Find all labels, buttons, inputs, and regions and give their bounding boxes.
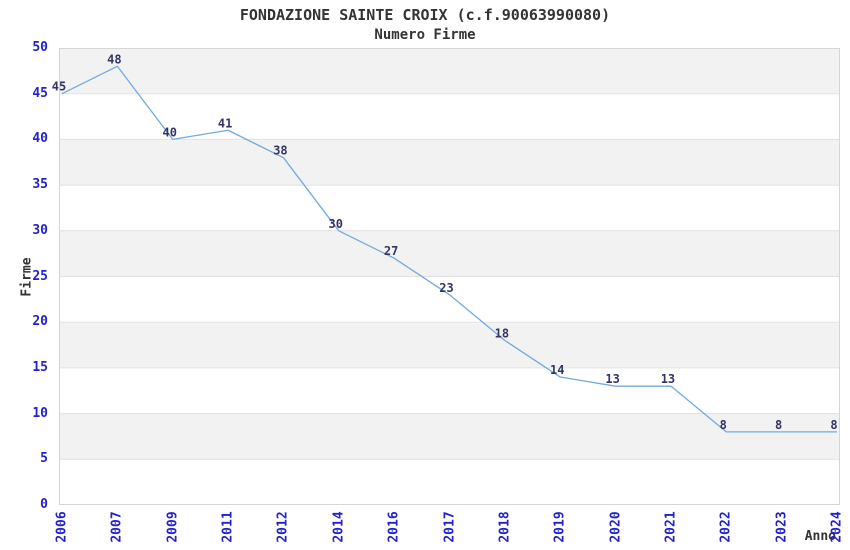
x-tick-label: 2009 (165, 511, 181, 543)
x-tick-label: 2017 (442, 511, 457, 543)
x-tick-label: 2020 (608, 511, 624, 543)
x-tick-label: 2016 (386, 511, 402, 543)
y-tick-label: 45 (32, 85, 48, 101)
plot-area: 45 48 40 41 38 30 27 23 18 14 13 13 8 8 8 (52, 48, 840, 505)
x-tick-label: 2024 (829, 511, 845, 543)
y-tick-label: 15 (32, 359, 48, 375)
data-point-label: 8 (720, 418, 727, 432)
data-point-label: 8 (830, 418, 837, 432)
data-point-label: 40 (162, 125, 176, 139)
data-point-label: 48 (107, 52, 121, 66)
data-point-label: 45 (52, 80, 66, 94)
plot-band (59, 322, 840, 368)
y-tick-label: 40 (32, 131, 48, 147)
data-point-label: 8 (775, 418, 782, 432)
x-tick-label: 2021 (663, 511, 679, 543)
data-point-label: 14 (550, 363, 564, 377)
x-axis-label: Anno (804, 529, 836, 544)
data-point-label: 38 (273, 144, 287, 158)
plot-border (59, 48, 840, 505)
y-tick-label: 20 (32, 314, 48, 330)
data-point-label: 30 (329, 217, 343, 231)
y-tick-label: 0 (40, 497, 48, 512)
data-point-label: 18 (495, 326, 509, 340)
y-tick-label: 5 (40, 451, 48, 467)
chart-title: FONDAZIONE SAINTE CROIX (c.f.90063990080… (239, 6, 611, 24)
y-tick-label: 10 (32, 405, 48, 421)
data-point-label: 41 (218, 116, 232, 130)
x-tick-label: 2014 (331, 511, 347, 543)
chart-subtitle: Numero Firme (374, 27, 476, 43)
y-tick-label: 35 (32, 177, 48, 193)
x-tick-label: 2006 (54, 511, 70, 543)
data-point-label: 13 (605, 372, 619, 386)
x-tick-label: 2022 (718, 511, 734, 543)
data-point-label: 13 (661, 372, 675, 386)
plot-band (59, 413, 840, 460)
x-tick-label: 2018 (497, 511, 513, 543)
x-tick-label: 2012 (275, 511, 291, 543)
plot-band (59, 230, 840, 277)
plot-band (59, 48, 840, 94)
x-tick-label: 2011 (220, 511, 236, 543)
plot-band (59, 139, 840, 186)
x-tick-label: 2019 (552, 511, 568, 543)
x-tick-label: 2023 (774, 511, 790, 543)
data-point-label: 27 (384, 244, 398, 258)
y-tick-label: 50 (32, 40, 48, 55)
x-tick-label: 2007 (109, 511, 125, 543)
data-point-label: 23 (439, 281, 453, 295)
y-tick-label: 30 (32, 222, 48, 238)
data-line-series (61, 65, 837, 433)
y-tick-label: 25 (32, 268, 48, 284)
